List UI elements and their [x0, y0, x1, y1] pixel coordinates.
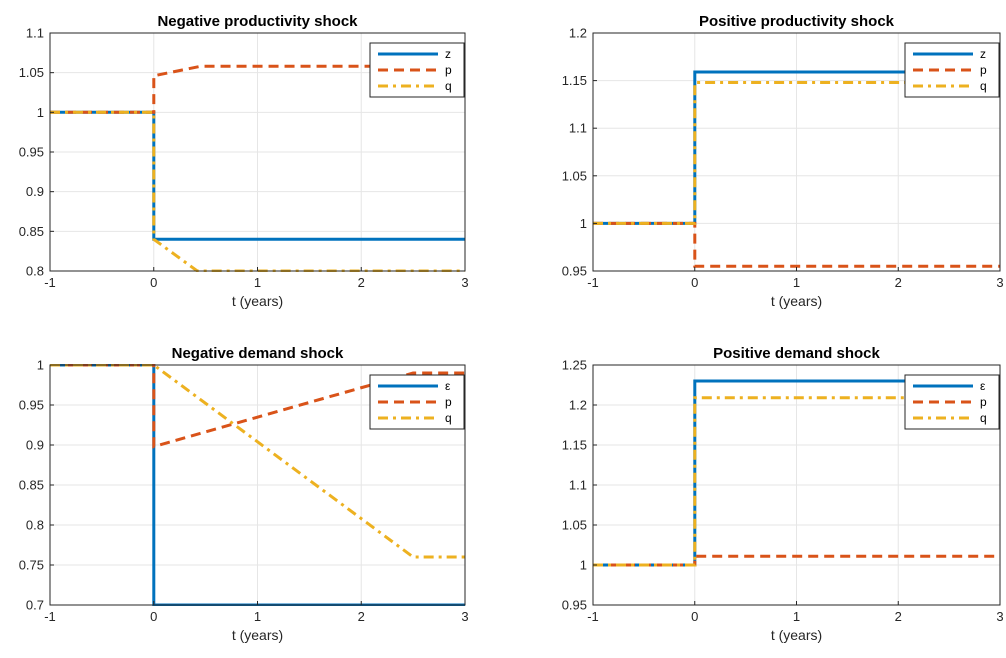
y-tick-label: 1	[580, 216, 587, 231]
x-tick-label: 2	[895, 275, 902, 290]
y-tick-label: 0.95	[19, 145, 44, 160]
x-tick-label: 0	[691, 275, 698, 290]
y-tick-label: 1.15	[562, 73, 587, 88]
y-tick-label: 0.85	[19, 224, 44, 239]
x-axis-label: t (years)	[771, 627, 822, 643]
subplot-3: -1 0 1 2 3 0.7 0.75 0.8 0.85 0.9 0.95 1 Negative dem…	[19, 345, 469, 643]
x-tick-label: 1	[793, 275, 800, 290]
y-tick-label: 1.1	[569, 478, 587, 493]
y-tick-label: 1.05	[562, 168, 587, 183]
legend-label: q	[980, 79, 987, 93]
x-tick-label: 2	[895, 609, 902, 624]
x-tick-label: -1	[44, 609, 56, 624]
subplot-4: -1 0 1 2 3 0.95 1 1.05 1.1 1.15 1.2 1.25 Positive de…	[562, 345, 1004, 643]
y-tick-label: 0.75	[19, 558, 44, 573]
y-tick-label: 1	[580, 558, 587, 573]
x-tick-label: -1	[587, 275, 599, 290]
y-tick-label: 1	[37, 105, 44, 120]
subplot-2: -1 0 1 2 3 0.95 1 1.05 1.1 1.15 1.2 Positive produc…	[562, 13, 1004, 309]
x-tick-label: 0	[150, 609, 157, 624]
legend-label: z	[445, 47, 451, 61]
x-tick-label: -1	[587, 609, 599, 624]
x-tick-label: 2	[358, 609, 365, 624]
x-tick-label: -1	[44, 275, 56, 290]
y-tick-label: 1.1	[569, 121, 587, 136]
x-tick-label: 1	[254, 609, 261, 624]
legend-label: ε	[445, 379, 451, 393]
x-axis-label: t (years)	[232, 627, 283, 643]
y-tick-label: 0.85	[19, 478, 44, 493]
chart-title: Negative productivity shock	[157, 13, 358, 30]
legend-label: p	[980, 63, 987, 77]
y-tick-label: 0.8	[26, 264, 44, 279]
legend-label: z	[980, 47, 986, 61]
x-tick-label: 0	[691, 609, 698, 624]
x-axis-label: t (years)	[232, 293, 283, 309]
x-axis-label: t (years)	[771, 293, 822, 309]
y-tick-label: 1.15	[562, 438, 587, 453]
y-tick-label: 0.8	[26, 518, 44, 533]
x-tick-label: 2	[358, 275, 365, 290]
legend-label: q	[980, 411, 987, 425]
y-tick-label: 1.2	[569, 398, 587, 413]
y-tick-label: 0.9	[26, 438, 44, 453]
chart-title: Positive productivity shock	[699, 13, 895, 30]
x-tick-label: 1	[793, 609, 800, 624]
legend: εpq	[369, 374, 465, 430]
y-tick-label: 1.2	[569, 26, 587, 41]
legend: εpq	[904, 374, 1000, 430]
y-tick-label: 0.7	[26, 598, 44, 613]
y-tick-label: 1.05	[19, 65, 44, 80]
y-tick-label: 0.95	[562, 598, 587, 613]
y-tick-label: 1	[37, 358, 44, 373]
legend-label: p	[445, 395, 452, 409]
chart-title: Positive demand shock	[713, 345, 880, 362]
series-line-3	[593, 81, 1000, 225]
legend-label: q	[445, 411, 452, 425]
legend: zpq	[904, 42, 1000, 98]
y-tick-label: 1.25	[562, 358, 587, 373]
x-tick-label: 3	[461, 609, 468, 624]
legend-label: ε	[980, 379, 986, 393]
legend: zpq	[369, 42, 465, 98]
legend-label: q	[445, 79, 452, 93]
legend-label: p	[445, 63, 452, 77]
y-tick-label: 0.95	[19, 398, 44, 413]
legend-label: p	[980, 395, 987, 409]
x-tick-label: 1	[254, 275, 261, 290]
series-line-3	[593, 396, 1000, 567]
y-tick-label: 1.05	[562, 518, 587, 533]
x-tick-label: 0	[150, 275, 157, 290]
x-tick-label: 3	[996, 275, 1003, 290]
subplot-1: -1 0 1 2 3 0.8 0.85 0.9 0.95 1 1.05 1.1 Negative pro…	[19, 13, 469, 309]
x-tick-label: 3	[461, 275, 468, 290]
y-tick-label: 0.9	[26, 184, 44, 199]
y-tick-label: 1.1	[26, 26, 44, 41]
x-tick-label: 3	[996, 609, 1003, 624]
y-tick-label: 0.95	[562, 264, 587, 279]
chart-title: Negative demand shock	[172, 345, 344, 362]
